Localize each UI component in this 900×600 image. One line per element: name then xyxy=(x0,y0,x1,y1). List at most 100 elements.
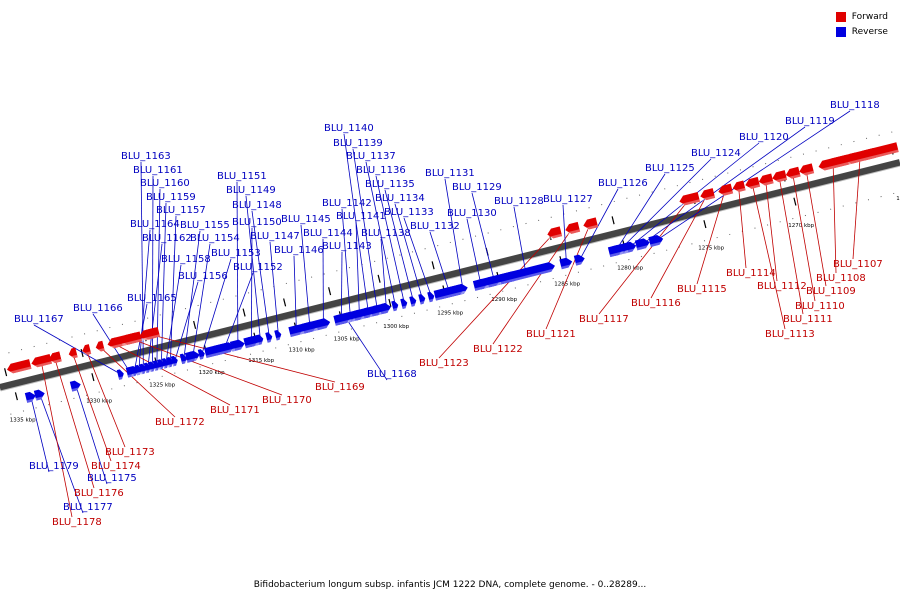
gene-label[interactable]: BLU_1150 xyxy=(232,217,282,228)
gene-label[interactable]: BLU_1121 xyxy=(526,329,576,340)
gene-label[interactable]: BLU_1109 xyxy=(806,286,856,297)
gene-shine xyxy=(190,357,198,362)
gene-label[interactable]: BLU_1138 xyxy=(361,228,411,239)
ruler-tick-label: 1285 kbp xyxy=(554,281,580,287)
gene-label[interactable]: BLU_1157 xyxy=(156,205,206,216)
gene-label[interactable]: BLU_1113 xyxy=(765,329,815,340)
gene-label[interactable]: BLU_1160 xyxy=(140,178,190,189)
gene-label[interactable]: BLU_1154 xyxy=(190,233,240,244)
gene-label[interactable]: BLU_1172 xyxy=(155,417,205,428)
gene-label[interactable]: BLU_1137 xyxy=(346,151,396,162)
gene-label[interactable]: BLU_1149 xyxy=(226,185,276,196)
gene-label[interactable]: BLU_1163 xyxy=(121,151,171,162)
gene-label[interactable]: BLU_1123 xyxy=(419,358,469,369)
leader-line xyxy=(352,148,378,311)
gene-label[interactable]: BLU_1178 xyxy=(52,517,102,528)
gene-label[interactable]: BLU_1115 xyxy=(677,284,727,295)
reverse-gene-arrow xyxy=(301,321,318,334)
reverse-gene-body xyxy=(161,358,169,369)
gene-label[interactable]: BLU_1135 xyxy=(365,179,415,190)
gene-label[interactable]: BLU_1140 xyxy=(324,123,374,134)
gene-label[interactable]: BLU_1162 xyxy=(142,233,192,244)
gene-label[interactable]: BLU_1143 xyxy=(322,241,372,252)
gene-label[interactable]: BLU_1107 xyxy=(833,259,883,270)
ruler-tick xyxy=(4,368,8,377)
forward-gene-arrow xyxy=(95,340,105,353)
gene-shine xyxy=(215,348,236,356)
gene-shine xyxy=(130,372,141,377)
gene-label[interactable]: BLU_1146 xyxy=(274,245,324,256)
gene-label[interactable]: BLU_1130 xyxy=(447,208,497,219)
leader-line xyxy=(620,158,712,250)
gene-label[interactable]: BLU_1139 xyxy=(333,138,383,149)
gene-label[interactable]: BLU_1177 xyxy=(63,502,113,513)
gene-label[interactable]: BLU_1175 xyxy=(87,473,137,484)
gene-label[interactable]: BLU_1167 xyxy=(14,314,64,325)
gene-label[interactable]: BLU_1159 xyxy=(146,192,196,203)
gene-shine xyxy=(145,369,153,374)
gene-label[interactable]: BLU_1126 xyxy=(598,178,648,189)
gene-label[interactable]: BLU_1112 xyxy=(757,281,807,292)
gene-label[interactable]: BLU_1179 xyxy=(29,461,79,472)
reverse-gene-body xyxy=(274,330,282,341)
gene-label[interactable]: BLU_1124 xyxy=(691,148,741,159)
gene-label[interactable]: BLU_1169 xyxy=(315,382,365,393)
gene-label[interactable]: BLU_1161 xyxy=(133,165,183,176)
gene-label[interactable]: BLU_1118 xyxy=(830,100,880,111)
gene-label[interactable]: BLU_1132 xyxy=(410,221,460,232)
leader-line xyxy=(341,208,351,317)
gene-label[interactable]: BLU_1125 xyxy=(645,163,695,174)
gene-label[interactable]: BLU_1153 xyxy=(211,248,261,259)
forward-gene-arrow xyxy=(68,347,78,360)
gene-label[interactable]: BLU_1148 xyxy=(232,200,282,211)
gene-label[interactable]: BLU_1117 xyxy=(579,314,629,325)
gene-label[interactable]: BLU_1144 xyxy=(303,228,353,239)
leader-line xyxy=(471,192,495,281)
leader-line xyxy=(33,324,122,375)
gene-label[interactable]: BLU_1133 xyxy=(384,207,434,218)
gene-shine xyxy=(356,316,365,321)
gene-label[interactable]: BLU_1173 xyxy=(105,447,155,458)
gene-label[interactable]: BLU_1134 xyxy=(375,193,425,204)
gene-label[interactable]: BLU_1119 xyxy=(785,116,835,127)
gene-label[interactable]: BLU_1166 xyxy=(73,303,123,314)
gene-label[interactable]: BLU_1176 xyxy=(74,488,124,499)
reverse-gene-arrow xyxy=(559,257,574,270)
gene-label[interactable]: BLU_1110 xyxy=(795,301,845,312)
gene-label[interactable]: BLU_1164 xyxy=(130,219,180,230)
reverse-gene-body xyxy=(400,298,408,309)
gene-label[interactable]: BLU_1136 xyxy=(356,165,406,176)
gene-label[interactable]: BLU_1171 xyxy=(210,405,260,416)
gene-label[interactable]: BLU_1155 xyxy=(180,220,230,231)
gene-label[interactable]: BLU_1111 xyxy=(783,314,833,325)
gene-label[interactable]: BLU_1152 xyxy=(233,262,283,273)
leader-line xyxy=(375,175,405,304)
gene-label[interactable]: BLU_1128 xyxy=(494,196,544,207)
gene-label[interactable]: BLU_1131 xyxy=(425,168,475,179)
reverse-gene-arrow xyxy=(197,349,207,360)
gene-label[interactable]: BLU_1120 xyxy=(739,132,789,143)
gene-label[interactable]: BLU_1170 xyxy=(262,395,312,406)
gene-shine xyxy=(347,318,356,323)
ruler-tick xyxy=(703,220,707,229)
gene-label[interactable]: BLU_1147 xyxy=(250,231,300,242)
gene-label[interactable]: BLU_1168 xyxy=(367,369,417,380)
gene-label[interactable]: BLU_1151 xyxy=(217,171,267,182)
gene-label[interactable]: BLU_1145 xyxy=(281,214,331,225)
ruler-tick-label: 1290 kbp xyxy=(491,297,517,303)
leader-line xyxy=(438,232,555,359)
reverse-gene-arrow xyxy=(315,318,332,331)
gene-label[interactable]: BLU_1129 xyxy=(452,182,502,193)
gene-label[interactable]: BLU_1165 xyxy=(127,293,177,304)
gene-label[interactable]: BLU_1174 xyxy=(91,461,141,472)
gene-label[interactable]: BLU_1156 xyxy=(178,271,228,282)
gene-label[interactable]: BLU_1141 xyxy=(336,211,386,222)
gene-label[interactable]: BLU_1116 xyxy=(631,298,681,309)
gene-label[interactable]: BLU_1127 xyxy=(543,194,593,205)
gene-label[interactable]: BLU_1158 xyxy=(161,254,211,265)
gene-label[interactable]: BLU_1122 xyxy=(473,344,523,355)
gene-label[interactable]: BLU_1108 xyxy=(816,273,866,284)
forward-gene-body xyxy=(700,188,716,201)
gene-label[interactable]: BLU_1114 xyxy=(726,268,776,279)
gene-label[interactable]: BLU_1142 xyxy=(322,198,372,209)
